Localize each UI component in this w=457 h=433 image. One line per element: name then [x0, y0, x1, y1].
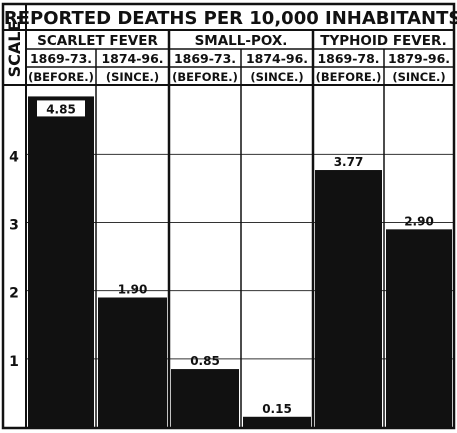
bar-1-0 [171, 369, 239, 427]
group-label-0: SCARLET FEVER [37, 33, 158, 49]
bar-1-1 [243, 416, 311, 427]
period-note-1-0: (BEFORE.) [172, 70, 238, 84]
y-tick-4: 4 [9, 149, 19, 165]
period-label-1-0: 1869-73. [174, 51, 236, 66]
bar-2-1 [386, 229, 452, 427]
value-label-bg-0-0 [37, 100, 85, 117]
y-tick-3: 3 [9, 218, 19, 234]
y-tick-1: 1 [9, 354, 19, 370]
value-label-2-0: 3.77 [334, 155, 364, 169]
value-label-1-1: 0.15 [262, 402, 292, 416]
group-label-1: SMALL-POX. [195, 33, 288, 49]
y-axis-ticks: 1 2 3 4 [9, 149, 19, 369]
period-label-2-1: 1879-96. [388, 51, 450, 66]
scale-label: SCALE. [5, 15, 24, 78]
period-note-1-1: (SINCE.) [250, 70, 303, 84]
value-label-2-1: 2.90 [404, 214, 434, 228]
chart-title: REPORTED DEATHS PER 10,000 INHABITANTS. [4, 8, 457, 29]
chart-header: REPORTED DEATHS PER 10,000 INHABITANTS. … [4, 8, 457, 77]
bar-0-1 [98, 297, 167, 427]
period-note-2-0: (BEFORE.) [316, 70, 382, 84]
value-label-0-1: 1.90 [118, 282, 148, 296]
labels: 4.85 1869-73. (BEFORE.) 1.90 1874-96. (SINCE.… [28, 33, 450, 416]
value-label-1-0: 0.85 [190, 354, 220, 368]
bars [28, 96, 452, 428]
period-label-2-0: 1869-78. [317, 51, 379, 66]
y-tick-2: 2 [9, 286, 19, 302]
grid-lines [26, 153, 454, 360]
period-label-0-0: 1869-73. [30, 51, 92, 66]
period-label-0-1: 1874-96. [101, 51, 163, 66]
value-label-0-0: 4.85 [46, 102, 76, 116]
period-note-0-0: (BEFORE.) [28, 70, 94, 84]
bar-2-0 [315, 170, 382, 427]
period-note-0-1: (SINCE.) [106, 70, 159, 84]
period-label-1-1: 1874-96. [246, 51, 308, 66]
bar-0-0 [28, 96, 94, 428]
period-note-2-1: (SINCE.) [392, 70, 445, 84]
group-label-2: TYPHOID FEVER. [320, 33, 446, 49]
